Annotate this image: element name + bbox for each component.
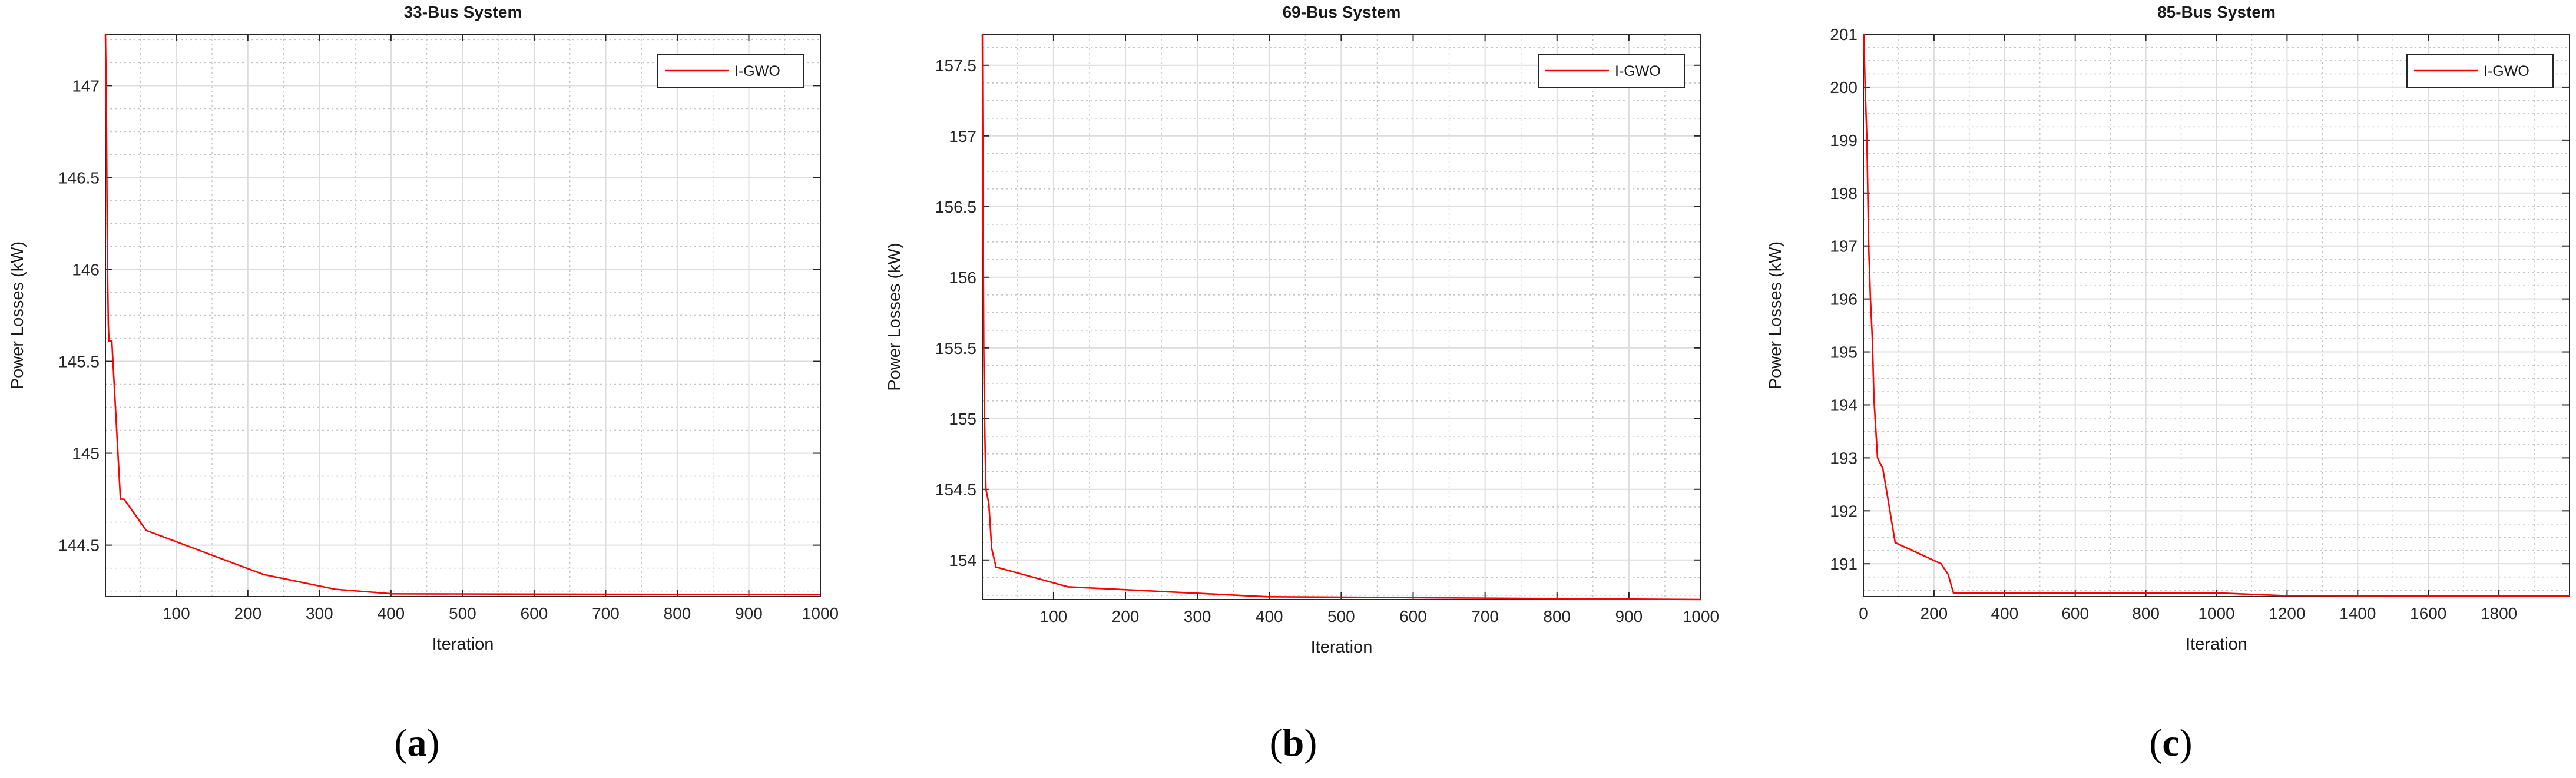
x-tick-label: 600	[521, 604, 548, 623]
y-tick-label: 155	[949, 410, 976, 428]
chart-title: 33-Bus System	[404, 3, 522, 21]
y-axis-label: Power Losses (kW)	[885, 243, 904, 390]
x-axis-label: Iteration	[2186, 635, 2247, 654]
x-tick-label: 1000	[1683, 607, 1719, 625]
x-tick-label: 600	[1399, 607, 1427, 625]
y-tick-label: 146.5	[58, 168, 100, 187]
y-axis-label: Power Losses (kW)	[1766, 241, 1785, 389]
x-tick-label: 1000	[802, 604, 839, 623]
y-tick-label: 196	[1830, 290, 1857, 309]
x-axis-label: Iteration	[1311, 638, 1373, 657]
y-tick-label: 154	[949, 551, 976, 570]
y-tick-label: 199	[1830, 131, 1857, 150]
y-tick-label: 195	[1830, 343, 1857, 362]
y-tick-label: 200	[1830, 78, 1857, 97]
y-tick-label: 157	[949, 127, 976, 145]
legend-label: I-GWO	[734, 63, 780, 80]
x-tick-label: 900	[1615, 607, 1643, 625]
x-tick-label: 1000	[2198, 604, 2234, 623]
y-axis-label: Power Losses (kW)	[8, 241, 27, 389]
y-tick-label: 191	[1830, 555, 1857, 573]
x-tick-label: 600	[2061, 604, 2089, 623]
x-tick-label: 800	[664, 604, 691, 623]
x-tick-label: 1600	[2410, 604, 2446, 623]
y-tick-label: 197	[1830, 237, 1857, 256]
x-tick-label: 700	[592, 604, 620, 623]
legend: I-GWO	[2406, 54, 2554, 88]
x-tick-label: 900	[735, 604, 763, 623]
y-tick-label: 198	[1830, 184, 1857, 203]
panel-label: (a)	[395, 721, 440, 764]
y-tick-label: 156	[949, 269, 976, 287]
chart-panel-a: 100 200 300 400 500 600 700 800 900 1000 144.5 145 1…	[8, 3, 839, 764]
legend: I-GWO	[1538, 54, 1685, 88]
x-axis-label: Iteration	[432, 635, 494, 654]
x-tick-label: 0	[1859, 604, 1868, 623]
y-tick-label: 146	[72, 260, 100, 279]
series-line-i-gwo	[1863, 34, 2570, 597]
y-tick-label: 156.5	[935, 198, 976, 216]
x-tick-label: 500	[449, 604, 476, 623]
chart-title: 85-Bus System	[2157, 3, 2276, 21]
y-tick-label: 147	[72, 77, 100, 95]
x-tick-label: 1200	[2269, 604, 2305, 623]
x-tick-label: 700	[1471, 607, 1499, 625]
y-tick-label: 201	[1830, 25, 1857, 44]
y-tick-label: 145.5	[58, 353, 100, 371]
x-tick-label: 400	[378, 604, 405, 623]
panel-label-letter: b	[1283, 721, 1304, 764]
legend-label: I-GWO	[1615, 63, 1661, 80]
x-tick-label: 400	[1256, 607, 1283, 625]
y-tick-label: 193	[1830, 449, 1857, 467]
x-tick-label: 200	[234, 604, 261, 623]
panel-label: (c)	[2149, 721, 2192, 764]
x-tick-label: 200	[1921, 604, 1948, 623]
series-line-i-gwo	[104, 34, 821, 596]
chart-panel-b: 100 200 300 400 500 600 700 800 900 1000 154 154.5 1…	[885, 3, 1719, 764]
y-tick-label: 157.5	[935, 57, 976, 75]
y-tick-label: 154.5	[935, 481, 976, 499]
x-tick-label: 100	[163, 604, 190, 623]
y-tick-label: 194	[1830, 396, 1857, 414]
legend: I-GWO	[657, 54, 804, 88]
x-tick-label: 1800	[2481, 604, 2517, 623]
y-tick-label: 192	[1830, 502, 1857, 520]
chart-title: 69-Bus System	[1283, 3, 1401, 21]
x-tick-label: 800	[2132, 604, 2160, 623]
x-tick-label: 800	[1543, 607, 1571, 625]
x-tick-label: 300	[306, 604, 333, 623]
x-tick-label: 300	[1184, 607, 1211, 625]
panel-label: (b)	[1270, 721, 1317, 764]
panel-label-letter: a	[408, 721, 427, 764]
panel-label-letter: c	[2162, 721, 2179, 764]
x-tick-label: 200	[1112, 607, 1140, 625]
y-tick-label: 155.5	[935, 339, 976, 357]
x-tick-label: 400	[1991, 604, 2018, 623]
series-line-i-gwo	[981, 34, 1701, 601]
y-tick-label: 144.5	[58, 537, 100, 555]
legend-label: I-GWO	[2484, 63, 2529, 80]
x-tick-label: 500	[1327, 607, 1355, 625]
x-tick-label: 100	[1040, 607, 1068, 625]
y-tick-label: 145	[72, 445, 100, 463]
x-tick-label: 1400	[2339, 604, 2376, 623]
chart-panel-c: 0 200 400 600 800 1000 1200 1400 1600 1800 191 192 1…	[1766, 3, 2570, 764]
